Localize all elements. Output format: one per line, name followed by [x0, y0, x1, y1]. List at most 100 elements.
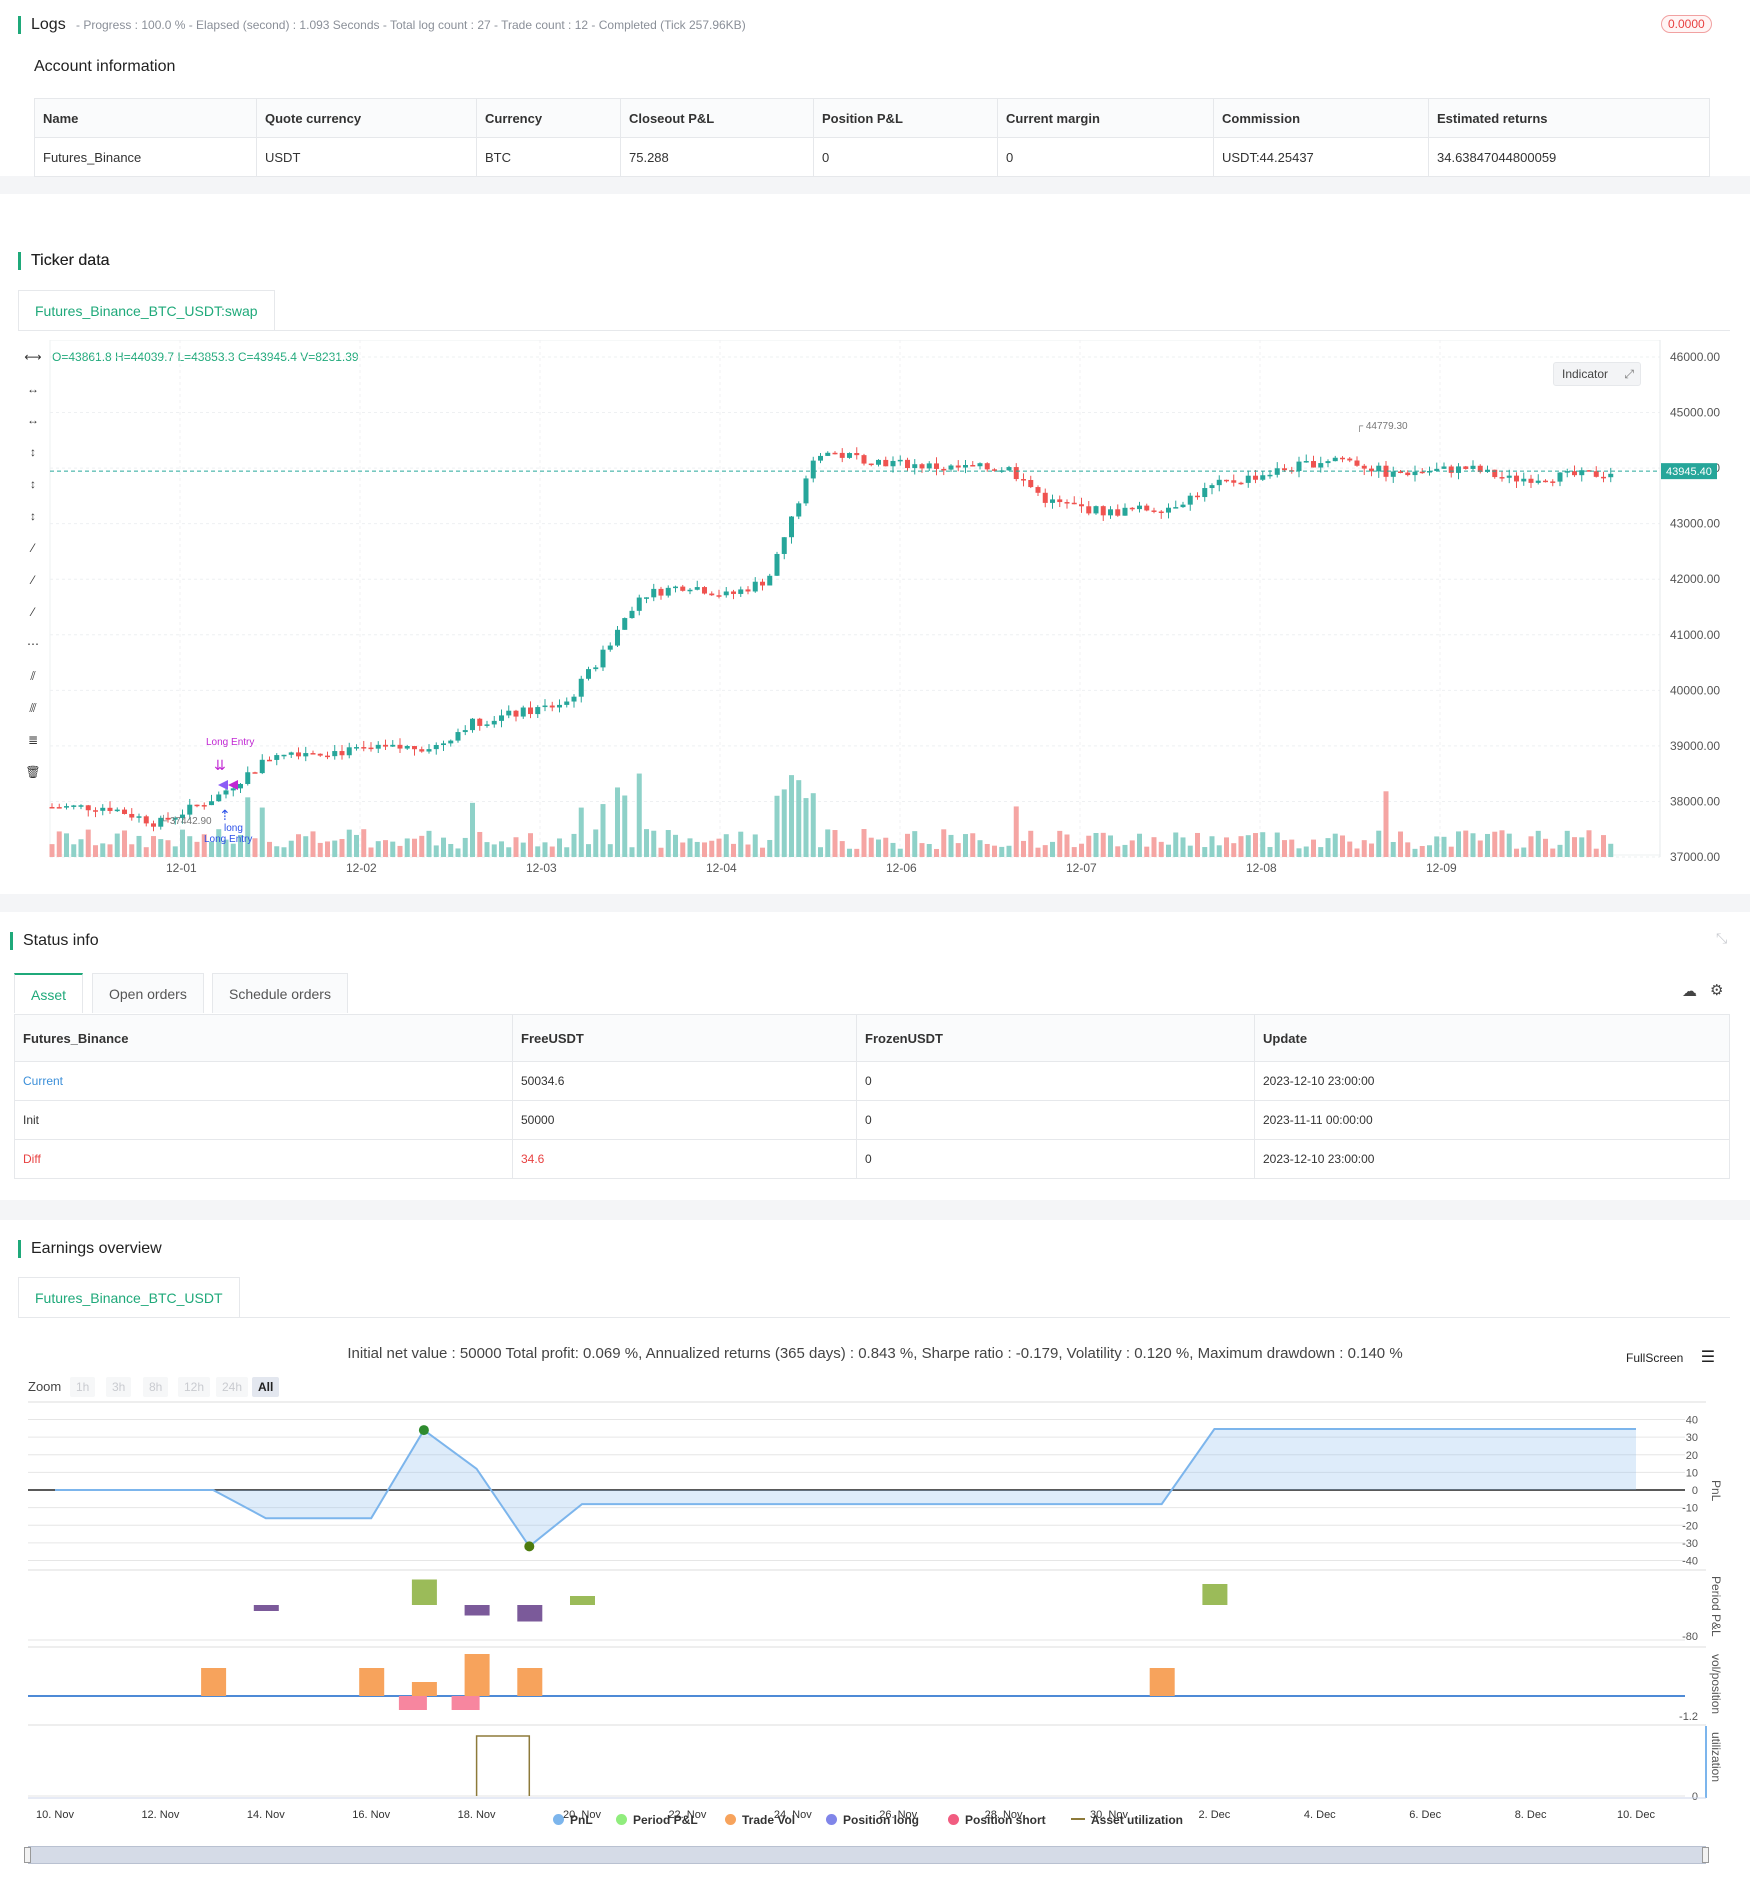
zoom-1h-button[interactable]: 1h — [70, 1377, 96, 1397]
candle-body — [818, 455, 823, 461]
trash-icon[interactable]: 🗑 — [25, 765, 41, 779]
candle-body — [673, 586, 678, 589]
tab-schedule-orders[interactable]: Schedule orders — [212, 973, 348, 1013]
collapse-icon[interactable]: ⤡ — [1716, 930, 1728, 946]
parallel-channel-icon[interactable]: ⫽ — [30, 669, 36, 683]
candle-body — [172, 818, 178, 820]
vertical-segment-icon[interactable]: ↕ — [30, 509, 36, 523]
volume-bar — [716, 838, 722, 857]
ray-icon[interactable]: ⁄ — [31, 573, 34, 587]
pnl-area — [55, 1429, 1636, 1547]
volume-bar — [165, 840, 171, 857]
navigator-handle-right[interactable] — [1702, 1847, 1709, 1863]
tab-underline — [18, 330, 1730, 331]
candle-body — [1412, 471, 1418, 476]
legend-period-pnl[interactable]: Period P&L — [616, 1813, 698, 1827]
volume-bar — [1354, 848, 1360, 857]
volume-bar — [187, 836, 193, 857]
gear-icon[interactable]: ⚙ — [1710, 982, 1724, 999]
candle-body — [419, 749, 425, 752]
fullscreen-button[interactable]: FullScreen ☰ — [1626, 1347, 1715, 1367]
horizontal-line-icon[interactable]: ⟷ — [24, 350, 42, 364]
volume-bar — [433, 845, 439, 857]
volume-bar — [680, 842, 686, 857]
candle-body — [1209, 485, 1215, 489]
pnl-tick-label: -10 — [1682, 1503, 1698, 1515]
legend-pnl[interactable]: PnL — [553, 1813, 593, 1827]
price-label-icon[interactable]: ⋯ — [27, 637, 39, 651]
zoom-8h-button[interactable]: 8h — [143, 1377, 169, 1397]
volume-bar — [752, 834, 758, 857]
legend-position-long[interactable]: Position long — [826, 1813, 919, 1827]
candle-body — [1129, 507, 1135, 510]
candle-body — [143, 816, 149, 824]
candle-body — [1492, 469, 1498, 478]
pitchfork-icon[interactable]: ⫻ — [29, 701, 37, 715]
tab-earnings-symbol[interactable]: Futures_Binance_BTC_USDT — [18, 1277, 240, 1317]
legend-position-short[interactable]: Position short — [948, 1813, 1046, 1827]
volume-bar — [230, 843, 236, 857]
candle-body — [332, 751, 338, 757]
pnl-tick-label: 40 — [1686, 1415, 1698, 1427]
fib-levels-icon[interactable]: ≣ — [27, 733, 39, 747]
indicator-button[interactable]: Indicator ⤢ — [1553, 362, 1641, 386]
segment-icon[interactable]: ⁄ — [31, 605, 34, 619]
zoom-24h-button[interactable]: 24h — [216, 1377, 249, 1397]
candle-body — [1477, 465, 1483, 472]
extended-line-icon[interactable]: ↔ — [27, 413, 39, 427]
volume-bar — [491, 844, 497, 857]
zoom-12h-button[interactable]: 12h — [178, 1377, 211, 1397]
candle-body — [1441, 466, 1447, 469]
volume-bar — [520, 842, 526, 857]
price-tick-label: 42000.00 — [1670, 572, 1720, 586]
candle-body — [100, 807, 106, 811]
volume-bar — [143, 847, 149, 857]
volume-bar — [1100, 832, 1106, 857]
tab-asset[interactable]: Asset — [14, 973, 84, 1013]
navigator-bar[interactable] — [28, 1846, 1706, 1864]
volume-bar — [1405, 842, 1411, 857]
horizontal-ray-icon[interactable]: ↔ — [27, 382, 39, 396]
legend-asset-utilization[interactable]: Asset utilization — [1071, 1813, 1183, 1827]
col-closeout-pnl: Closeout P&L — [620, 98, 814, 138]
legend-trade-vol[interactable]: Trade Vol — [725, 1813, 795, 1827]
zoom-all-button[interactable]: All — [252, 1377, 280, 1397]
volume-bar — [1318, 847, 1324, 857]
candle-body — [615, 629, 620, 646]
candle-body — [484, 724, 490, 726]
legend-position-short-dot — [948, 1814, 959, 1825]
tab-open-orders[interactable]: Open orders — [92, 973, 204, 1013]
vertical-ray-icon[interactable]: ↕ — [30, 477, 36, 491]
volume-bar — [1267, 847, 1273, 857]
candle-body — [1173, 507, 1179, 509]
volume-bar — [1013, 806, 1019, 857]
volume-bar — [361, 829, 367, 857]
volume-bar — [1550, 848, 1556, 857]
candle-body — [1398, 471, 1403, 474]
tab-ticker-symbol[interactable]: Futures_Binance_BTC_USDT:swap — [18, 290, 275, 330]
cell-commission: USDT:44.25437 — [1213, 137, 1429, 177]
candle-body — [1347, 458, 1353, 461]
volume-bar — [1593, 848, 1599, 857]
volume-bar — [535, 846, 541, 857]
zoom-3h-button[interactable]: 3h — [106, 1377, 132, 1397]
trend-line-icon[interactable]: ⁄ — [31, 541, 34, 555]
volume-bar — [1238, 836, 1244, 857]
expand-icon: ⤢ — [1624, 367, 1634, 381]
navigator-handle-left[interactable] — [24, 1847, 31, 1863]
candle-body — [702, 587, 707, 594]
candle-body — [1601, 476, 1606, 479]
volume-bar — [354, 834, 359, 857]
candle-body — [317, 753, 323, 756]
candle-body — [825, 452, 831, 456]
candlestick-chart[interactable]: 46000.0045000.0044000.0043000.0042000.00… — [48, 340, 1748, 900]
candle-body — [963, 465, 968, 468]
volume-bar — [223, 839, 229, 857]
candle-body — [426, 749, 432, 752]
candle-body — [1535, 480, 1541, 483]
cloud-download-icon[interactable]: ☁ — [1682, 983, 1697, 1000]
asset-row-current: Current 50034.6 0 2023-12-10 23:00:00 — [14, 1061, 1730, 1101]
earnings-chart[interactable]: 40 30 20 10 0 -10 -20 -30 -40 PnL -80 Period P&L -1.… — [0, 1400, 1750, 1870]
vertical-line-icon[interactable]: ↕ — [30, 445, 36, 459]
volume-bar — [1166, 844, 1171, 857]
